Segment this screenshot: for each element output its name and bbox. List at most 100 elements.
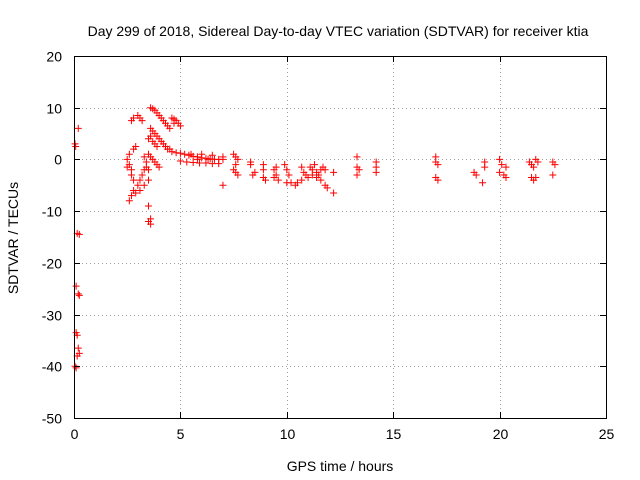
data-point (317, 176, 325, 184)
data-point (155, 163, 163, 171)
y-tick-label: -40 (42, 359, 62, 375)
data-point (434, 161, 442, 169)
data-point (481, 163, 489, 171)
x-axis-label: GPS time / hours (287, 458, 394, 474)
data-point (74, 290, 82, 298)
data-point (530, 163, 538, 171)
data-point (202, 159, 210, 167)
data-point (130, 114, 138, 122)
data-point (136, 186, 144, 194)
data-point (187, 150, 195, 158)
data-point (272, 163, 280, 171)
y-tick-label: -50 (42, 411, 62, 427)
data-point (168, 148, 176, 156)
data-point (204, 155, 212, 163)
data-point (132, 189, 140, 197)
data-point (232, 168, 240, 176)
data-point (138, 171, 146, 179)
data-point (75, 291, 83, 299)
data-point (372, 168, 380, 176)
data-point (130, 176, 138, 184)
data-point (479, 179, 487, 187)
y-tick-label: -10 (42, 204, 62, 220)
data-point (125, 197, 133, 205)
data-point (123, 155, 131, 163)
data-point (123, 163, 131, 171)
data-point (310, 161, 318, 169)
data-point (496, 168, 504, 176)
data-point (176, 149, 184, 157)
data-point (198, 150, 206, 158)
data-point (496, 155, 504, 163)
data-point (140, 181, 148, 189)
data-point (298, 163, 306, 171)
data-point (176, 157, 184, 165)
plot-frame (74, 56, 607, 419)
data-point (472, 171, 480, 179)
data-point (193, 155, 201, 163)
data-point (125, 150, 133, 158)
data-point (136, 176, 144, 184)
data-point (323, 184, 331, 192)
data-point (274, 176, 282, 184)
y-tick-label: 0 (54, 152, 62, 168)
data-point (251, 168, 259, 176)
data-point (321, 166, 329, 174)
data-point (313, 174, 321, 182)
data-point (287, 179, 295, 187)
x-tick-label: 20 (493, 426, 509, 442)
chart-title: Day 299 of 2018, Sidereal Day-to-day VTE… (88, 23, 589, 39)
data-point (215, 160, 223, 168)
x-tick-label: 5 (177, 426, 185, 442)
data-point (142, 158, 150, 166)
data-point (140, 153, 148, 161)
data-point (234, 155, 242, 163)
data-point (208, 160, 216, 168)
data-point (330, 168, 338, 176)
data-point (176, 122, 184, 130)
data-point (127, 192, 135, 200)
grid-lines (74, 56, 606, 418)
data-point (196, 159, 204, 167)
data-point (147, 215, 155, 223)
data-point (298, 176, 306, 184)
data-point (549, 171, 557, 179)
data-point (498, 161, 506, 169)
data-point (502, 174, 510, 182)
data-point (434, 176, 442, 184)
y-axis-label: SDTVAR / TECUs (5, 182, 21, 294)
data-point (551, 161, 559, 169)
data-point (74, 344, 82, 352)
x-tick-label: 0 (71, 426, 79, 442)
data-point (144, 202, 152, 210)
data-point (259, 166, 267, 174)
data-point (285, 171, 293, 179)
data-point (170, 119, 178, 127)
data-point (153, 143, 161, 150)
data-point (72, 364, 80, 372)
data-point (189, 159, 197, 167)
data-point (166, 124, 174, 132)
data-point (72, 282, 80, 290)
data-point (132, 143, 140, 150)
data-point (147, 132, 155, 140)
data-point (138, 117, 146, 125)
data-point (308, 171, 316, 179)
data-point (534, 158, 542, 166)
data-point (144, 176, 152, 184)
data-point (144, 166, 152, 174)
data-point (72, 143, 80, 150)
data-point (353, 153, 361, 161)
data-point (259, 174, 267, 182)
y-tick-label: 20 (46, 49, 62, 65)
y-tick-label: -30 (42, 308, 62, 324)
data-point (219, 153, 227, 161)
data-point (293, 179, 301, 187)
data-point (232, 161, 240, 169)
data-point (181, 150, 189, 158)
data-point (532, 174, 540, 182)
data-point (208, 151, 216, 159)
data-point (502, 163, 510, 171)
